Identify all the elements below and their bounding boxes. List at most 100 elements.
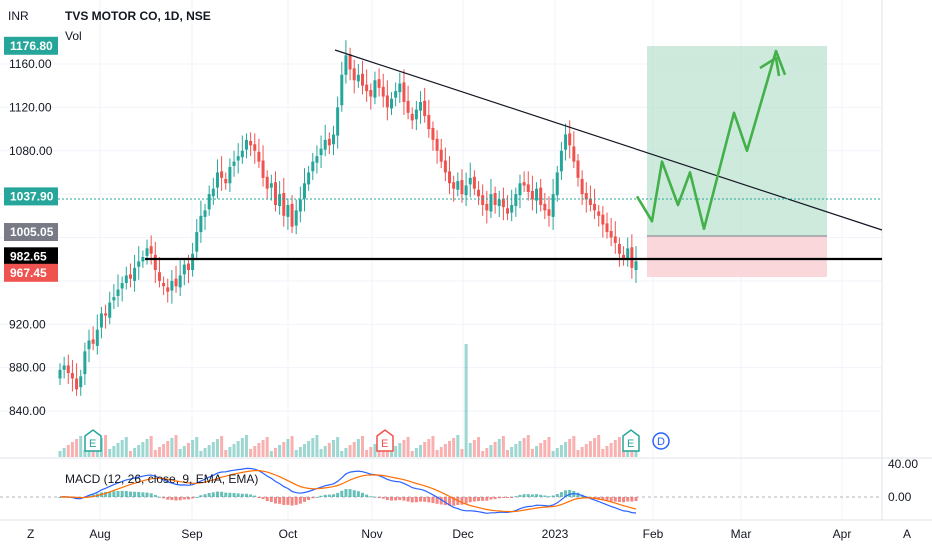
candle-body[interactable] bbox=[149, 246, 153, 254]
candle-body[interactable] bbox=[427, 114, 431, 130]
candle-body[interactable] bbox=[75, 378, 79, 390]
candle-body[interactable] bbox=[124, 275, 128, 284]
candle-body[interactable] bbox=[108, 302, 112, 318]
candle-body[interactable] bbox=[307, 172, 311, 185]
target-zone[interactable] bbox=[647, 46, 827, 236]
candle-body[interactable] bbox=[286, 204, 290, 217]
candle-body[interactable] bbox=[373, 80, 377, 98]
candle-body[interactable] bbox=[79, 376, 83, 388]
candle-body[interactable] bbox=[406, 100, 410, 113]
candle-body[interactable] bbox=[240, 150, 244, 158]
signal-line[interactable] bbox=[59, 470, 637, 513]
candle-body[interactable] bbox=[385, 95, 389, 108]
candle-body[interactable] bbox=[535, 188, 539, 201]
candle-body[interactable] bbox=[481, 195, 485, 205]
candle-body[interactable] bbox=[170, 280, 174, 291]
stop-zone[interactable] bbox=[647, 236, 827, 277]
candle-body[interactable] bbox=[278, 194, 282, 207]
candle-body[interactable] bbox=[153, 254, 157, 271]
candle-body[interactable] bbox=[572, 146, 576, 162]
candle-body[interactable] bbox=[66, 365, 70, 374]
candle-body[interactable] bbox=[564, 134, 568, 150]
candle-body[interactable] bbox=[244, 139, 248, 150]
candle-body[interactable] bbox=[456, 181, 460, 190]
candle-body[interactable] bbox=[394, 91, 398, 98]
candle-body[interactable] bbox=[609, 230, 613, 238]
candle-body[interactable] bbox=[506, 208, 510, 214]
candle-body[interactable] bbox=[58, 369, 62, 379]
candle-body[interactable] bbox=[215, 172, 219, 188]
candle-body[interactable] bbox=[381, 86, 385, 97]
candle-body[interactable] bbox=[414, 109, 418, 120]
candle-body[interactable] bbox=[547, 209, 551, 216]
candle-body[interactable] bbox=[460, 180, 464, 195]
candle-body[interactable] bbox=[157, 272, 161, 281]
candle-body[interactable] bbox=[236, 156, 240, 161]
time-axis[interactable]: Aug Sep Oct Nov Dec 2023 Feb Mar Apr bbox=[89, 527, 851, 541]
candle-body[interactable] bbox=[186, 263, 190, 271]
candle-body[interactable] bbox=[630, 247, 634, 268]
candle-body[interactable] bbox=[568, 133, 572, 146]
descending-trendline[interactable] bbox=[334, 49, 883, 231]
candle-body[interactable] bbox=[331, 134, 335, 145]
candle-body[interactable] bbox=[340, 74, 344, 106]
candle-body[interactable] bbox=[174, 278, 178, 287]
candle-body[interactable] bbox=[356, 74, 360, 82]
candle-body[interactable] bbox=[601, 214, 605, 225]
candle-body[interactable] bbox=[162, 283, 166, 287]
candle-body[interactable] bbox=[448, 171, 452, 184]
candle-body[interactable] bbox=[539, 187, 543, 205]
candle-body[interactable] bbox=[431, 127, 435, 140]
candle-body[interactable] bbox=[344, 55, 348, 75]
candle-body[interactable] bbox=[116, 289, 120, 297]
candle-body[interactable] bbox=[518, 183, 522, 196]
candle-body[interactable] bbox=[203, 210, 207, 217]
candle-body[interactable] bbox=[336, 107, 340, 136]
candle-body[interactable] bbox=[410, 113, 414, 121]
candle-body[interactable] bbox=[543, 203, 547, 211]
candle-body[interactable] bbox=[365, 84, 369, 92]
candle-body[interactable] bbox=[369, 90, 373, 97]
candle-body[interactable] bbox=[398, 83, 402, 93]
candle-body[interactable] bbox=[439, 149, 443, 162]
candle-body[interactable] bbox=[166, 287, 170, 292]
earnings-marker[interactable] bbox=[622, 429, 640, 452]
candle-body[interactable] bbox=[559, 150, 563, 172]
candle-body[interactable] bbox=[510, 204, 514, 213]
candle-body[interactable] bbox=[228, 167, 232, 184]
candle-body[interactable] bbox=[605, 223, 609, 233]
candle-body[interactable] bbox=[232, 161, 236, 166]
candle-body[interactable] bbox=[224, 178, 228, 184]
candle-body[interactable] bbox=[477, 189, 481, 197]
candle-body[interactable] bbox=[315, 156, 319, 163]
candle-body[interactable] bbox=[361, 73, 365, 86]
candle-body[interactable] bbox=[443, 160, 447, 173]
candle-body[interactable] bbox=[526, 184, 530, 192]
candle-body[interactable] bbox=[83, 351, 87, 375]
candle-body[interactable] bbox=[348, 54, 352, 70]
candle-body[interactable] bbox=[485, 203, 489, 211]
dividend-marker[interactable] bbox=[652, 432, 670, 450]
candle-body[interactable] bbox=[551, 194, 555, 217]
candle-body[interactable] bbox=[178, 275, 182, 288]
candle-body[interactable] bbox=[137, 261, 141, 267]
price-axis[interactable]: 1160.00 1120.00 1080.00 920.00 880.00 840.00 bbox=[9, 57, 53, 418]
candle-body[interactable] bbox=[141, 257, 145, 262]
candle-body[interactable] bbox=[95, 329, 99, 346]
candle-body[interactable] bbox=[419, 101, 423, 111]
candle-body[interactable] bbox=[530, 190, 534, 200]
candle-body[interactable] bbox=[501, 198, 505, 208]
candle-body[interactable] bbox=[522, 182, 526, 186]
earnings-marker[interactable] bbox=[84, 429, 102, 452]
candle-body[interactable] bbox=[257, 151, 261, 162]
candle-body[interactable] bbox=[298, 199, 302, 212]
candle-body[interactable] bbox=[120, 283, 124, 289]
earnings-marker[interactable] bbox=[376, 429, 394, 452]
candle-body[interactable] bbox=[269, 183, 273, 188]
candle-body[interactable] bbox=[352, 68, 356, 81]
candle-body[interactable] bbox=[489, 194, 493, 212]
volume-label[interactable]: Vol bbox=[65, 29, 82, 43]
candle-body[interactable] bbox=[199, 215, 203, 233]
candle-body[interactable] bbox=[261, 160, 265, 178]
candle-body[interactable] bbox=[191, 253, 195, 271]
